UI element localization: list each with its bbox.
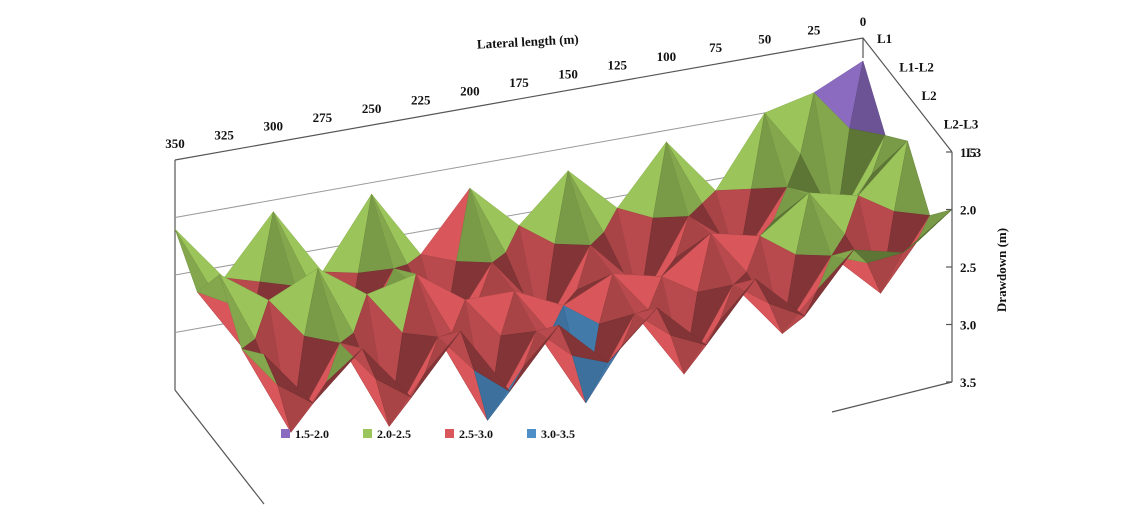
x-tick-label: 75	[709, 40, 723, 55]
legend: 1.5-2.0 2.0-2.5 2.5-3.0 3.0-3.5	[281, 427, 575, 441]
y-tick-label: L2-L3	[944, 117, 979, 132]
x-tick-label: 275	[313, 110, 333, 125]
x-tick-label: 125	[608, 58, 628, 73]
surface-facet	[558, 325, 609, 363]
legend-label: 1.5-2.0	[295, 427, 329, 441]
x-tick-label: 100	[657, 49, 677, 64]
x-tick-label: 250	[362, 101, 382, 116]
surface-facet	[509, 325, 560, 392]
legend-swatch	[363, 429, 372, 438]
surface-facet	[607, 307, 658, 363]
surface-facet	[362, 348, 412, 398]
legend-label: 3.0-3.5	[541, 427, 575, 441]
surface-facet	[902, 209, 953, 253]
z-axis-ticks: 1.5 2.0 2.5 3.0 3.5	[946, 145, 977, 390]
legend-swatch	[281, 429, 290, 438]
chart-frame-front	[174, 381, 953, 505]
x-tick-label: 25	[807, 23, 821, 38]
y-axis-ticks: L1 L1-L2 L2 L2-L3 L3	[877, 31, 982, 160]
x-tick-label: 350	[165, 136, 185, 151]
legend-label: 2.0-2.5	[377, 427, 411, 441]
x-tick-label: 325	[214, 127, 234, 142]
surface-facet	[804, 249, 854, 317]
z-tick-label: 3.0	[960, 318, 976, 333]
x-tick-label: 150	[558, 66, 578, 81]
x-tick-label: 0	[860, 14, 867, 29]
legend-label: 2.5-3.0	[459, 427, 493, 441]
y-tick-label: L1-L2	[899, 60, 934, 75]
floor-edge	[174, 389, 265, 505]
surface-facet	[656, 307, 707, 346]
floor-right-edge	[831, 381, 953, 413]
surface-facet	[263, 354, 314, 404]
surface-plot	[174, 60, 953, 433]
x-axis-title: Lateral length (m)	[477, 31, 579, 51]
y-tick-label: L3	[966, 145, 982, 160]
surface-facet	[706, 278, 756, 346]
x-tick-label: 300	[264, 119, 284, 134]
surface-facet	[755, 278, 805, 317]
surface-facet	[460, 330, 510, 392]
z-tick-label: 3.5	[960, 375, 977, 390]
surface-facet	[853, 249, 903, 264]
surface-facet	[411, 330, 461, 398]
z-axis-title: Drawdown (m)	[994, 228, 1009, 312]
legend-swatch	[445, 429, 454, 438]
z-tick-label: 2.5	[960, 260, 977, 275]
y-tick-label: L1	[877, 31, 892, 46]
y-tick-label: L2	[922, 88, 937, 103]
x-tick-label: 175	[509, 75, 529, 90]
x-tick-label: 200	[460, 84, 480, 99]
z-gridline	[174, 95, 864, 218]
surface-facet	[312, 348, 363, 404]
z-tick-label: 1.5	[960, 145, 977, 160]
x-tick-label: 225	[411, 92, 431, 107]
x-tick-label: 50	[758, 31, 771, 46]
z-tick-label: 2.0	[960, 203, 976, 218]
legend-swatch	[527, 429, 536, 438]
